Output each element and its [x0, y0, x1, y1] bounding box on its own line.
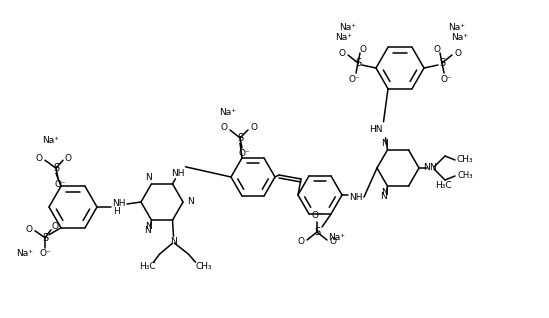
Text: O: O: [360, 45, 367, 53]
Text: Na⁺: Na⁺: [451, 33, 468, 43]
Text: Na⁺: Na⁺: [220, 108, 237, 117]
Text: N: N: [144, 173, 152, 182]
Text: O: O: [339, 49, 345, 58]
Text: H₃C: H₃C: [139, 262, 156, 271]
Text: O: O: [329, 238, 337, 246]
Text: O⁻: O⁻: [440, 74, 452, 84]
Text: N: N: [144, 222, 152, 231]
Text: NH: NH: [349, 192, 363, 202]
Text: O: O: [36, 154, 42, 163]
Text: NH: NH: [112, 199, 126, 209]
Text: CH₃: CH₃: [457, 171, 473, 181]
Text: N: N: [380, 188, 388, 197]
Text: N: N: [380, 192, 387, 201]
Text: Na⁺: Na⁺: [339, 24, 356, 32]
Text: Na⁺: Na⁺: [16, 249, 33, 258]
Text: O: O: [298, 238, 305, 246]
Text: O: O: [64, 154, 71, 163]
Text: O: O: [434, 45, 440, 53]
Text: O: O: [25, 225, 32, 234]
Text: HN: HN: [369, 125, 382, 134]
Text: O⁻: O⁻: [39, 249, 51, 258]
Text: S: S: [42, 233, 48, 243]
Text: S: S: [439, 58, 445, 68]
Text: O⁻: O⁻: [311, 211, 323, 220]
Text: O⁻: O⁻: [238, 149, 250, 158]
Text: N: N: [423, 163, 429, 172]
Text: N: N: [429, 163, 435, 172]
Text: O: O: [221, 123, 227, 133]
Text: Na⁺: Na⁺: [449, 24, 466, 32]
Text: CH₃: CH₃: [195, 262, 212, 271]
Text: Na⁺: Na⁺: [328, 232, 345, 241]
Text: N: N: [187, 197, 193, 206]
Text: O: O: [52, 222, 59, 231]
Text: O⁻: O⁻: [54, 180, 66, 189]
Text: S: S: [237, 133, 243, 143]
Text: N: N: [380, 139, 388, 148]
Text: N: N: [144, 226, 151, 235]
Text: NH: NH: [171, 169, 184, 178]
Text: CH₃: CH₃: [457, 156, 473, 164]
Text: O: O: [455, 49, 462, 58]
Text: Na⁺: Na⁺: [42, 136, 59, 145]
Text: H₃C: H₃C: [435, 182, 451, 190]
Text: H: H: [114, 208, 120, 217]
Text: O: O: [250, 123, 257, 133]
Text: O⁻: O⁻: [348, 74, 360, 84]
Text: S: S: [53, 163, 59, 173]
Text: S: S: [355, 58, 361, 68]
Text: N: N: [170, 237, 177, 246]
Text: S: S: [314, 227, 320, 237]
Text: Na⁺: Na⁺: [335, 33, 352, 43]
